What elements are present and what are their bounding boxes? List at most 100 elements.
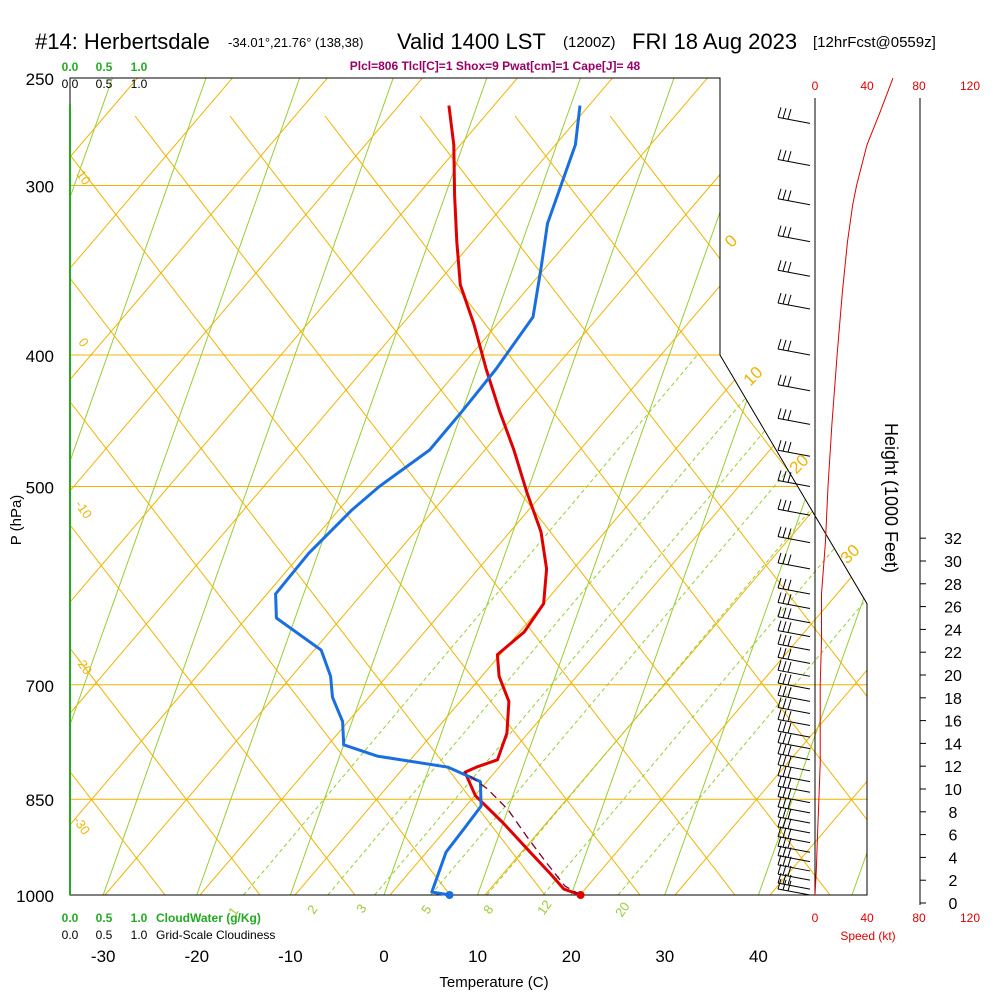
wind-barb-flag: [777, 845, 782, 856]
wind-barb-flag: [782, 578, 787, 589]
wind-barb-flag: [777, 107, 782, 118]
wind-barb-flag: [787, 788, 792, 799]
wind-barb: [777, 225, 811, 243]
speed-tick-bottom-0: 0: [812, 911, 819, 925]
wind-barb-flag: [787, 847, 792, 858]
profile-dewpoint: [274, 105, 582, 897]
wind-barb: [777, 526, 811, 544]
mixing-ratio-12: [542, 354, 867, 895]
height-tick-12: 12: [944, 759, 962, 776]
wind-barb-flag: [787, 441, 792, 453]
wind-barb-flag: [782, 766, 787, 777]
wind-barbs: [777, 107, 811, 896]
mixing-ratio-2: [327, 354, 783, 895]
wind-barb-flag: [782, 777, 787, 788]
mixing-ratio-label-5: 5: [418, 902, 434, 917]
temp-tick--10: -10: [278, 947, 303, 966]
wind-barb-flag: [777, 685, 782, 696]
wind-barb-flag: [782, 686, 787, 697]
height-axis-title: Height (1000 Feet): [881, 423, 901, 573]
wind-barb-flag: [787, 528, 792, 539]
mixing-ratio-20: [617, 354, 867, 895]
height-tick-8: 8: [949, 805, 958, 822]
moist-adiabat-3: [104, 78, 806, 895]
wind-barb: [777, 720, 811, 738]
plot-frame: [69, 77, 921, 905]
wind-barb-flag: [787, 594, 792, 605]
wind-barb-staff: [777, 764, 811, 772]
wind-barb-flag: [782, 817, 787, 828]
wind-barb-staff: [777, 508, 811, 516]
wind-barb-flag: [782, 553, 787, 564]
wind-barb-flag: [777, 338, 782, 350]
speed-tick-bottom-80: 80: [912, 911, 926, 925]
wind-barb: [777, 292, 811, 310]
wind-barb-staff: [777, 348, 811, 356]
moist-adiabat--3: [70, 78, 236, 895]
wind-barb-flag: [787, 699, 792, 710]
wind-barb: [777, 107, 811, 124]
dry-adiabat-label-0: 10: [73, 167, 94, 187]
wind-barb: [777, 806, 811, 824]
wind-barb-staff: [777, 417, 811, 425]
moist-adiabat-label-30: 30: [837, 541, 864, 568]
wind-barb-flag: [782, 807, 787, 819]
wind-barb-flag: [782, 500, 787, 511]
height-tick-16: 16: [944, 714, 962, 731]
wind-barb-flag: [787, 376, 792, 387]
wind-barb-staff: [777, 587, 811, 595]
wind-barb-flag: [782, 710, 787, 721]
wind-barb-flag: [777, 188, 782, 199]
wind-barb-flag: [777, 633, 782, 645]
wind-barb-staff: [777, 630, 811, 638]
moist-adiabat--2: [70, 78, 331, 895]
wind-barb: [777, 499, 811, 516]
isotherm--50: [70, 78, 207, 895]
dry-adiabat-5: [70, 115, 546, 895]
wind-barb-flag: [777, 606, 782, 617]
temp-tick-0: 0: [379, 947, 388, 966]
wind-barb: [777, 338, 811, 356]
wind-barb-flag: [782, 108, 787, 119]
mixing-ratio-label-3: 3: [353, 901, 369, 916]
cloudwater-top-0: 0.0: [62, 60, 79, 74]
wind-barb-flag: [787, 687, 792, 698]
station-title: #14: Herbertsdale: [35, 29, 210, 54]
cloudiness-bottom-2: 1.0: [131, 928, 148, 942]
wind-barb-flag: [782, 339, 787, 351]
wind-barb-flag: [787, 798, 792, 809]
wind-barb-flag: [777, 577, 782, 589]
wind-barb-flag: [782, 827, 787, 838]
isotherm-50: [851, 78, 867, 895]
height-tick-20: 20: [944, 668, 962, 685]
dry-adiabat-9: [324, 115, 867, 895]
moist-adiabat-0: [70, 78, 521, 895]
wind-barb-staff: [777, 158, 811, 166]
wind-barb: [777, 878, 811, 896]
y-axis-title: P (hPa): [8, 495, 25, 546]
height-tick-18: 18: [944, 691, 962, 708]
wind-barb-flag: [782, 593, 787, 604]
wind-barb-flag: [782, 698, 787, 709]
wind-barb-staff: [777, 694, 811, 702]
moist-adiabat-5: [294, 78, 867, 895]
pressure-tick-850: 850: [26, 791, 54, 810]
wind-barb-flag: [777, 776, 782, 787]
temp-tick-30: 30: [655, 947, 674, 966]
wind-barb-staff: [777, 235, 811, 243]
wind-barb-flag: [777, 720, 782, 732]
wind-barb-flag: [777, 816, 782, 828]
temp-tick--30: -30: [91, 947, 116, 966]
wind-barb-flag: [787, 808, 792, 819]
height-tick-10: 10: [944, 782, 962, 799]
wind-barb: [777, 816, 811, 834]
wind-barb-flag: [777, 374, 782, 385]
mixing-ratio-label-2: 2: [304, 902, 320, 917]
dry-adiabat-3: [70, 115, 356, 895]
wind-barb-flag: [787, 756, 792, 767]
cloudwater-bottom-1: 0.5: [96, 911, 113, 925]
mixing-ratio-5: [430, 354, 867, 895]
wind-barb-flag: [787, 745, 792, 756]
dry-adiabat-10: [419, 115, 867, 895]
